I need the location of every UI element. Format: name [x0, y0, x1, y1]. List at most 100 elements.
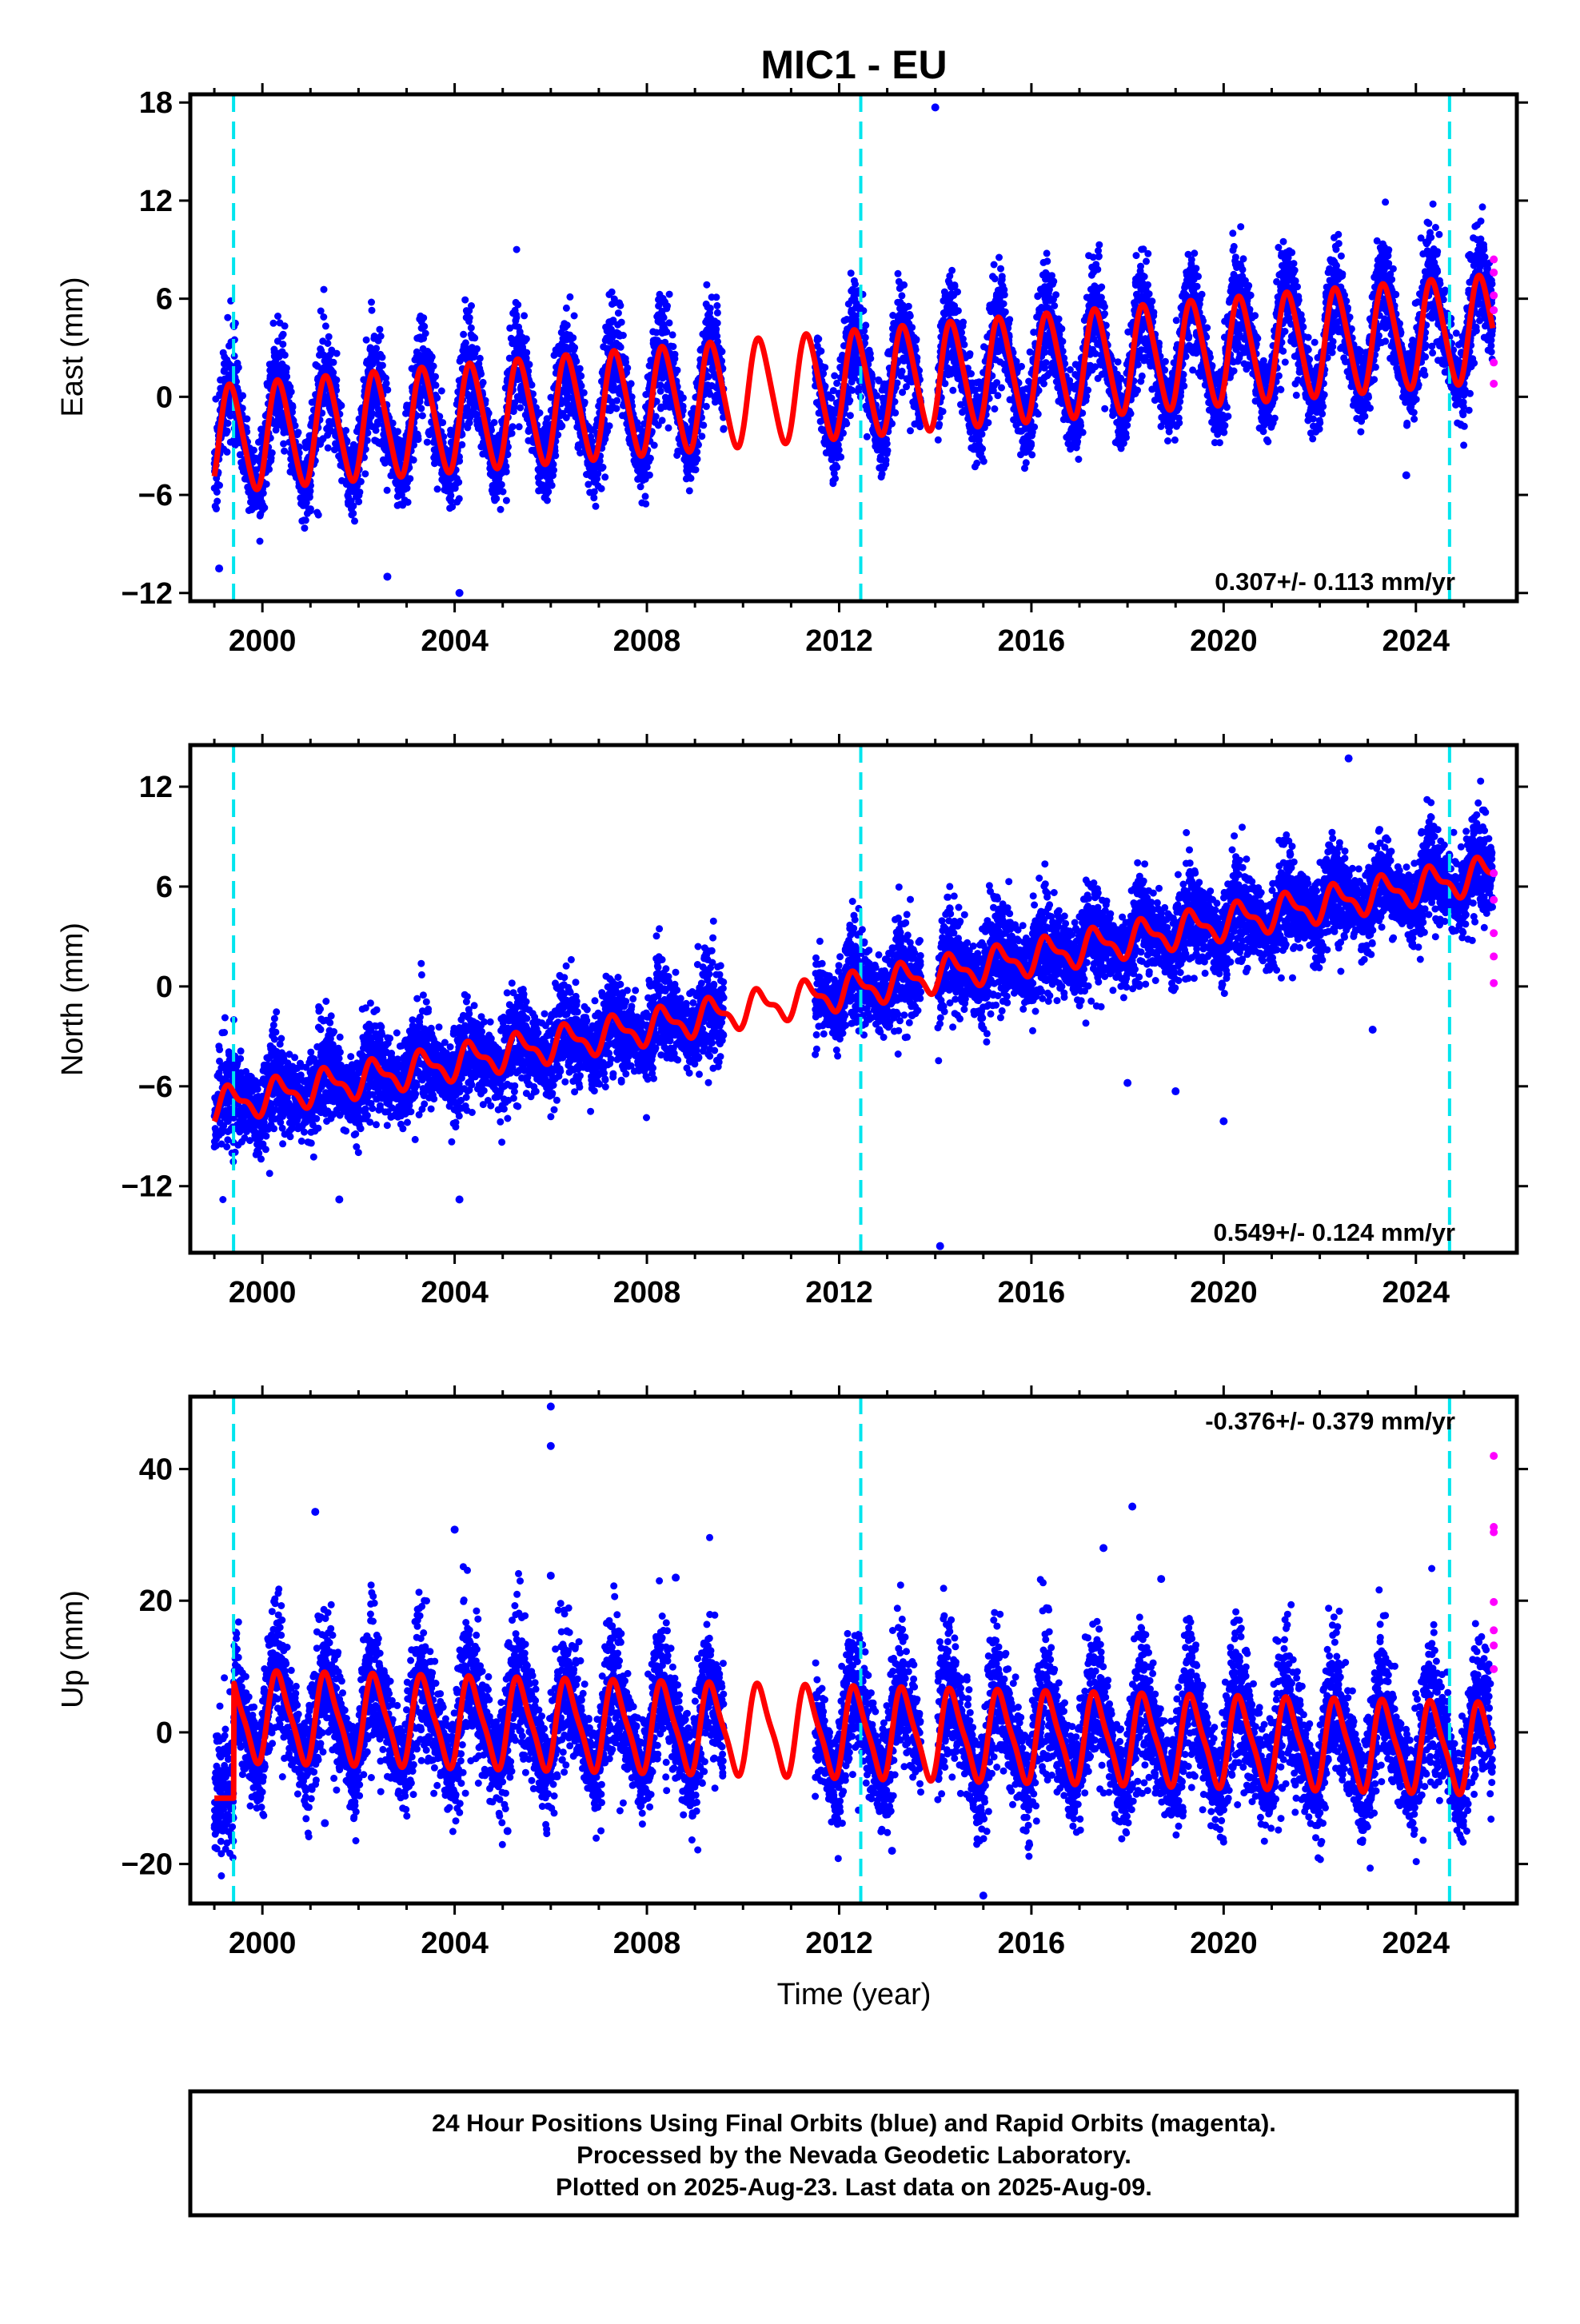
- north-model-curve: [211, 854, 1495, 1123]
- north-outlier-point: [455, 1195, 464, 1204]
- north-rate-label: 0.549+/- 0.124 mm/yr: [1214, 1218, 1455, 1246]
- east-y-tick-label: 6: [156, 283, 173, 317]
- up-x-tick-label: 2000: [229, 1927, 297, 1960]
- north-panel: 12 6 0 −6 −12 2000 2004 2008 2012 2016 2020 2024 0.…: [56, 734, 1528, 1309]
- up-rapid-orbit-point: [1490, 1597, 1498, 1606]
- up-outlier-point: [1128, 1502, 1137, 1511]
- north-x-tick-label: 2020: [1190, 1276, 1258, 1309]
- north-x-tick-label: 2012: [805, 1276, 873, 1309]
- north-x-tick-label: 2008: [613, 1276, 681, 1309]
- up-plot-frame: [188, 1394, 1519, 1906]
- up-outlier-point: [888, 1847, 896, 1856]
- east-plot-frame: [188, 92, 1519, 604]
- footer-line-2: Processed by the Nevada Geodetic Laborat…: [577, 2141, 1131, 2169]
- up-rapid-orbit-point: [1490, 1452, 1498, 1461]
- east-rapid-orbit-point: [1490, 305, 1498, 314]
- east-x-tick-label: 2016: [998, 624, 1066, 658]
- north-y-tick-label: 0: [156, 971, 173, 1004]
- east-rapid-orbit-point: [1490, 291, 1498, 300]
- chart-title: MIC1 - EU: [760, 42, 947, 87]
- north-y-tick-label: −6: [138, 1070, 173, 1104]
- north-x-tick-label: 2004: [421, 1276, 489, 1309]
- east-rapid-orbit-point: [1490, 268, 1498, 277]
- north-outlier-point: [1368, 1026, 1377, 1034]
- east-outlier-point: [455, 588, 464, 597]
- north-plot-area: [210, 745, 1498, 1253]
- up-outlier-point: [1099, 1544, 1108, 1553]
- north-rapid-orbit-point: [1490, 895, 1498, 904]
- up-outlier-point: [503, 1827, 512, 1836]
- up-y-tick-label: 40: [139, 1453, 173, 1487]
- up-rapid-orbit-point: [1490, 1528, 1498, 1537]
- east-x-tick-label: 2004: [421, 624, 489, 658]
- up-x-tick-label: 2008: [613, 1927, 681, 1960]
- east-outlier-point: [1402, 471, 1410, 480]
- east-rapid-orbit-point: [1490, 379, 1498, 388]
- up-y-tick-label: 20: [139, 1585, 173, 1618]
- north-outlier-point: [1171, 1087, 1180, 1096]
- up-x-tick-label: 2012: [805, 1927, 873, 1960]
- up-x-tick-label: 2020: [1190, 1927, 1258, 1960]
- east-model-curve: [211, 273, 1496, 492]
- north-outlier-point: [936, 1242, 944, 1250]
- north-y-tick-label: 6: [156, 871, 173, 904]
- east-outlier-point: [931, 103, 940, 112]
- east-y-tick-label: 18: [139, 86, 173, 120]
- north-x-tick-label: 2000: [229, 1276, 297, 1309]
- up-rapid-orbit-point: [1490, 1664, 1498, 1673]
- east-rate-label: 0.307+/- 0.113 mm/yr: [1215, 568, 1455, 596]
- east-y-tick-label: −6: [138, 479, 173, 512]
- east-y-tick-label: 12: [139, 185, 173, 218]
- up-plot-area: [210, 1397, 1498, 1903]
- x-axis-title: Time (year): [777, 1978, 932, 2011]
- up-outlier-point: [546, 1402, 555, 1411]
- north-rapid-orbit-point: [1490, 869, 1498, 878]
- north-outlier-point: [1344, 754, 1353, 763]
- east-x-tick-label: 2024: [1382, 624, 1450, 658]
- east-x-tick-label: 2020: [1190, 624, 1258, 658]
- north-y-tick-label: 12: [139, 771, 173, 804]
- up-outlier-point: [979, 1891, 988, 1900]
- up-outlier-point: [1157, 1575, 1166, 1584]
- east-outlier-point: [383, 572, 392, 581]
- up-outlier-point: [546, 1441, 555, 1450]
- north-rapid-orbit-point: [1490, 929, 1498, 938]
- footer-line-1: 24 Hour Positions Using Final Orbits (bl…: [432, 2109, 1276, 2137]
- north-rapid-orbit-point: [1490, 979, 1498, 987]
- up-model-curve: [212, 1668, 1496, 1801]
- east-x-tick-label: 2012: [805, 624, 873, 658]
- north-x-tick-label: 2016: [998, 1276, 1066, 1309]
- east-outlier-point: [215, 564, 224, 573]
- up-outlier-point: [450, 1525, 459, 1534]
- north-x-tick-label: 2024: [1382, 1276, 1450, 1309]
- up-x-tick-label: 2024: [1382, 1927, 1450, 1960]
- up-y-tick-label: −20: [122, 1848, 173, 1882]
- east-y-axis-title: East (mm): [56, 277, 90, 417]
- up-outlier-point: [672, 1573, 680, 1582]
- up-outlier-point: [311, 1508, 320, 1517]
- north-outlier-point: [1219, 1117, 1228, 1126]
- north-rapid-orbit-point: [1490, 952, 1498, 961]
- north-plot-frame: [188, 743, 1519, 1255]
- footer-box: 24 Hour Positions Using Final Orbits (bl…: [188, 2089, 1519, 2218]
- north-outlier-point: [1123, 1078, 1132, 1087]
- up-panel: 40 20 0 −20 2000 2004 2008 2012 2016 2020 2024 -0.…: [56, 1385, 1528, 2011]
- north-y-tick-label: −12: [122, 1170, 173, 1204]
- east-x-tick-label: 2000: [229, 624, 297, 658]
- up-outlier-point: [546, 1571, 555, 1580]
- east-rapid-orbit-point: [1490, 255, 1498, 264]
- east-y-tick-label: −12: [122, 577, 173, 611]
- up-y-axis-title: Up (mm): [56, 1590, 90, 1708]
- up-x-tick-label: 2016: [998, 1927, 1066, 1960]
- east-y-tick-label: 0: [156, 381, 173, 414]
- north-outlier-point: [335, 1195, 344, 1204]
- up-x-tick-label: 2004: [421, 1927, 489, 1960]
- up-rapid-orbit-point: [1490, 1641, 1498, 1650]
- up-y-tick-label: 0: [156, 1716, 173, 1750]
- up-outlier-point: [321, 1819, 329, 1828]
- up-rate-label: -0.376+/- 0.379 mm/yr: [1205, 1407, 1455, 1435]
- east-x-tick-label: 2008: [613, 624, 681, 658]
